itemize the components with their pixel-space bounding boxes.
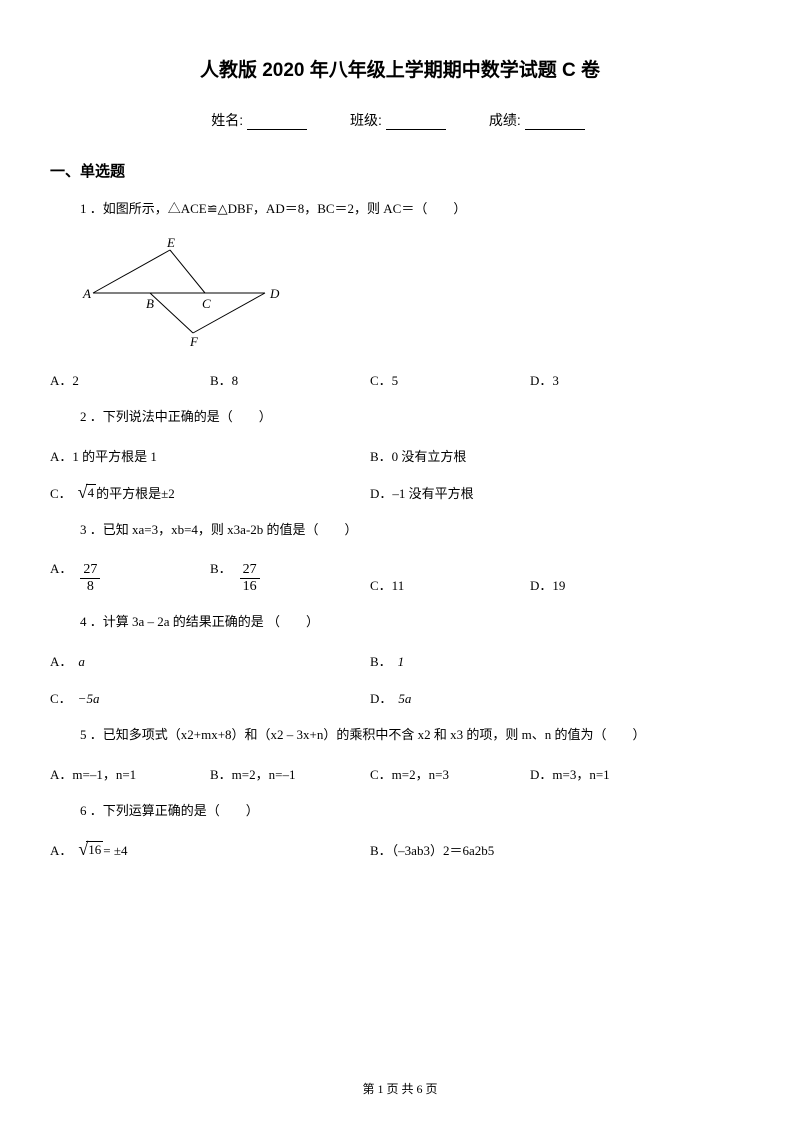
score-label: 成绩: bbox=[489, 112, 521, 128]
fraction-icon: 278 bbox=[80, 562, 100, 594]
svg-text:D: D bbox=[269, 286, 280, 301]
q5-options: A．m=–1，n=1 B．m=2，n=–1 C．m=2，n=3 D．m=3，n=… bbox=[50, 764, 750, 783]
q4a-val: a bbox=[78, 654, 85, 670]
exam-title: 人教版 2020 年八年级上学期期中数学试题 C 卷 bbox=[50, 55, 750, 82]
q4-options-row2: C． −5a D． 5a bbox=[50, 688, 750, 707]
q4-opt-b[interactable]: B． 1 bbox=[370, 651, 690, 670]
q5-opt-a[interactable]: A．m=–1，n=1 bbox=[50, 764, 210, 783]
page-footer: 第 1 页 共 6 页 bbox=[0, 1080, 800, 1097]
svg-text:F: F bbox=[189, 334, 199, 348]
fraction-icon: 2716 bbox=[240, 562, 260, 594]
q2-opt-d[interactable]: D．–1 没有平方根 bbox=[370, 483, 690, 502]
q4b-pre: B． bbox=[370, 651, 392, 670]
q3-options: A． 278 B． 2716 C．11 D．19 bbox=[50, 558, 750, 594]
class-label: 班级: bbox=[350, 112, 382, 128]
name-blank[interactable] bbox=[247, 116, 307, 130]
q2-opt-a[interactable]: A．1 的平方根是 1 bbox=[50, 446, 370, 465]
q3b-num: 27 bbox=[240, 562, 260, 578]
q3-opt-c[interactable]: C．11 bbox=[370, 575, 530, 594]
q6-opt-b[interactable]: B．（–3ab3）2＝6a2b5 bbox=[370, 840, 690, 859]
q3a-num: 27 bbox=[80, 562, 100, 578]
q2-opt-c[interactable]: C． √4 的平方根是±2 bbox=[50, 483, 370, 502]
q3a-pre: A． bbox=[50, 558, 72, 577]
q1-text: 1 ．如图所示，△ACE≌△DBF，AD＝8，BC＝2，则 AC＝（ ） bbox=[80, 199, 750, 220]
q5-opt-d[interactable]: D．m=3，n=1 bbox=[530, 764, 690, 783]
q3-text: 3 ．已知 xa=3，xb=4，则 x3a-2b 的值是（ ） bbox=[80, 520, 750, 541]
q3-opt-d[interactable]: D．19 bbox=[530, 575, 690, 594]
q4-text: 4 ．计算 3a – 2a 的结果正确的是 （ ） bbox=[80, 612, 750, 633]
q6a-pre: A． bbox=[50, 840, 72, 859]
q2-options-row1: A．1 的平方根是 1 B．0 没有立方根 bbox=[50, 446, 750, 465]
name-label: 姓名: bbox=[211, 112, 243, 128]
svg-text:A: A bbox=[82, 286, 91, 301]
q3b-den: 16 bbox=[240, 579, 260, 594]
q2-options-row2: C． √4 的平方根是±2 D．–1 没有平方根 bbox=[50, 483, 750, 502]
section-header: 一、单选题 bbox=[50, 160, 750, 181]
q3b-pre: B． bbox=[210, 558, 232, 577]
q4c-pre: C． bbox=[50, 688, 72, 707]
q4-opt-c[interactable]: C． −5a bbox=[50, 688, 370, 707]
q2-opt-b[interactable]: B．0 没有立方根 bbox=[370, 446, 690, 465]
q4a-pre: A． bbox=[50, 651, 72, 670]
q4-opt-a[interactable]: A． a bbox=[50, 651, 370, 670]
svg-text:C: C bbox=[202, 296, 211, 311]
q3a-den: 8 bbox=[80, 579, 100, 594]
q2c-post: 的平方根是±2 bbox=[96, 483, 175, 502]
q6-options-row1: A． √16 = ±4 B．（–3ab3）2＝6a2b5 bbox=[50, 840, 750, 859]
q4-options-row1: A． a B． 1 bbox=[50, 651, 750, 670]
q4c-val: −5a bbox=[78, 691, 100, 707]
q1-opt-c[interactable]: C．5 bbox=[370, 370, 530, 389]
q1-options: A．2 B．8 C．5 D．3 bbox=[50, 370, 750, 389]
q1-opt-d[interactable]: D．3 bbox=[530, 370, 690, 389]
q3-opt-b[interactable]: B． 2716 bbox=[210, 558, 370, 594]
q5-text: 5 ．已知多项式（x2+mx+8）和（x2 – 3x+n）的乘积中不含 x2 和… bbox=[80, 725, 750, 746]
q5-opt-c[interactable]: C．m=2，n=3 bbox=[370, 764, 530, 783]
q5-opt-b[interactable]: B．m=2，n=–1 bbox=[210, 764, 370, 783]
q4d-pre: D． bbox=[370, 688, 392, 707]
info-line: 姓名: 班级: 成绩: bbox=[50, 110, 750, 130]
q4-opt-d[interactable]: D． 5a bbox=[370, 688, 690, 707]
q6a-radicand: 16 bbox=[86, 841, 103, 858]
class-blank[interactable] bbox=[386, 116, 446, 130]
svg-text:E: E bbox=[166, 238, 175, 250]
q2c-pre: C． bbox=[50, 483, 72, 502]
q6-text: 6 ．下列运算正确的是（ ） bbox=[80, 801, 750, 822]
q4d-val: 5a bbox=[398, 691, 411, 707]
q3-opt-a[interactable]: A． 278 bbox=[50, 558, 210, 594]
q6a-post: = ±4 bbox=[103, 843, 127, 859]
q1-figure: A B C D E F bbox=[75, 238, 750, 352]
page-content: 人教版 2020 年八年级上学期期中数学试题 C 卷 姓名: 班级: 成绩: 一… bbox=[0, 0, 800, 859]
svg-text:B: B bbox=[146, 296, 154, 311]
q2c-radicand: 4 bbox=[86, 484, 97, 501]
q1-opt-b[interactable]: B．8 bbox=[210, 370, 370, 389]
q4b-val: 1 bbox=[398, 654, 405, 670]
sqrt-icon: √4 bbox=[78, 483, 96, 501]
q6-opt-a[interactable]: A． √16 = ±4 bbox=[50, 840, 370, 859]
score-blank[interactable] bbox=[525, 116, 585, 130]
q1-opt-a[interactable]: A．2 bbox=[50, 370, 210, 389]
sqrt-icon: √16 bbox=[78, 840, 103, 858]
q2-text: 2 ．下列说法中正确的是（ ） bbox=[80, 407, 750, 428]
